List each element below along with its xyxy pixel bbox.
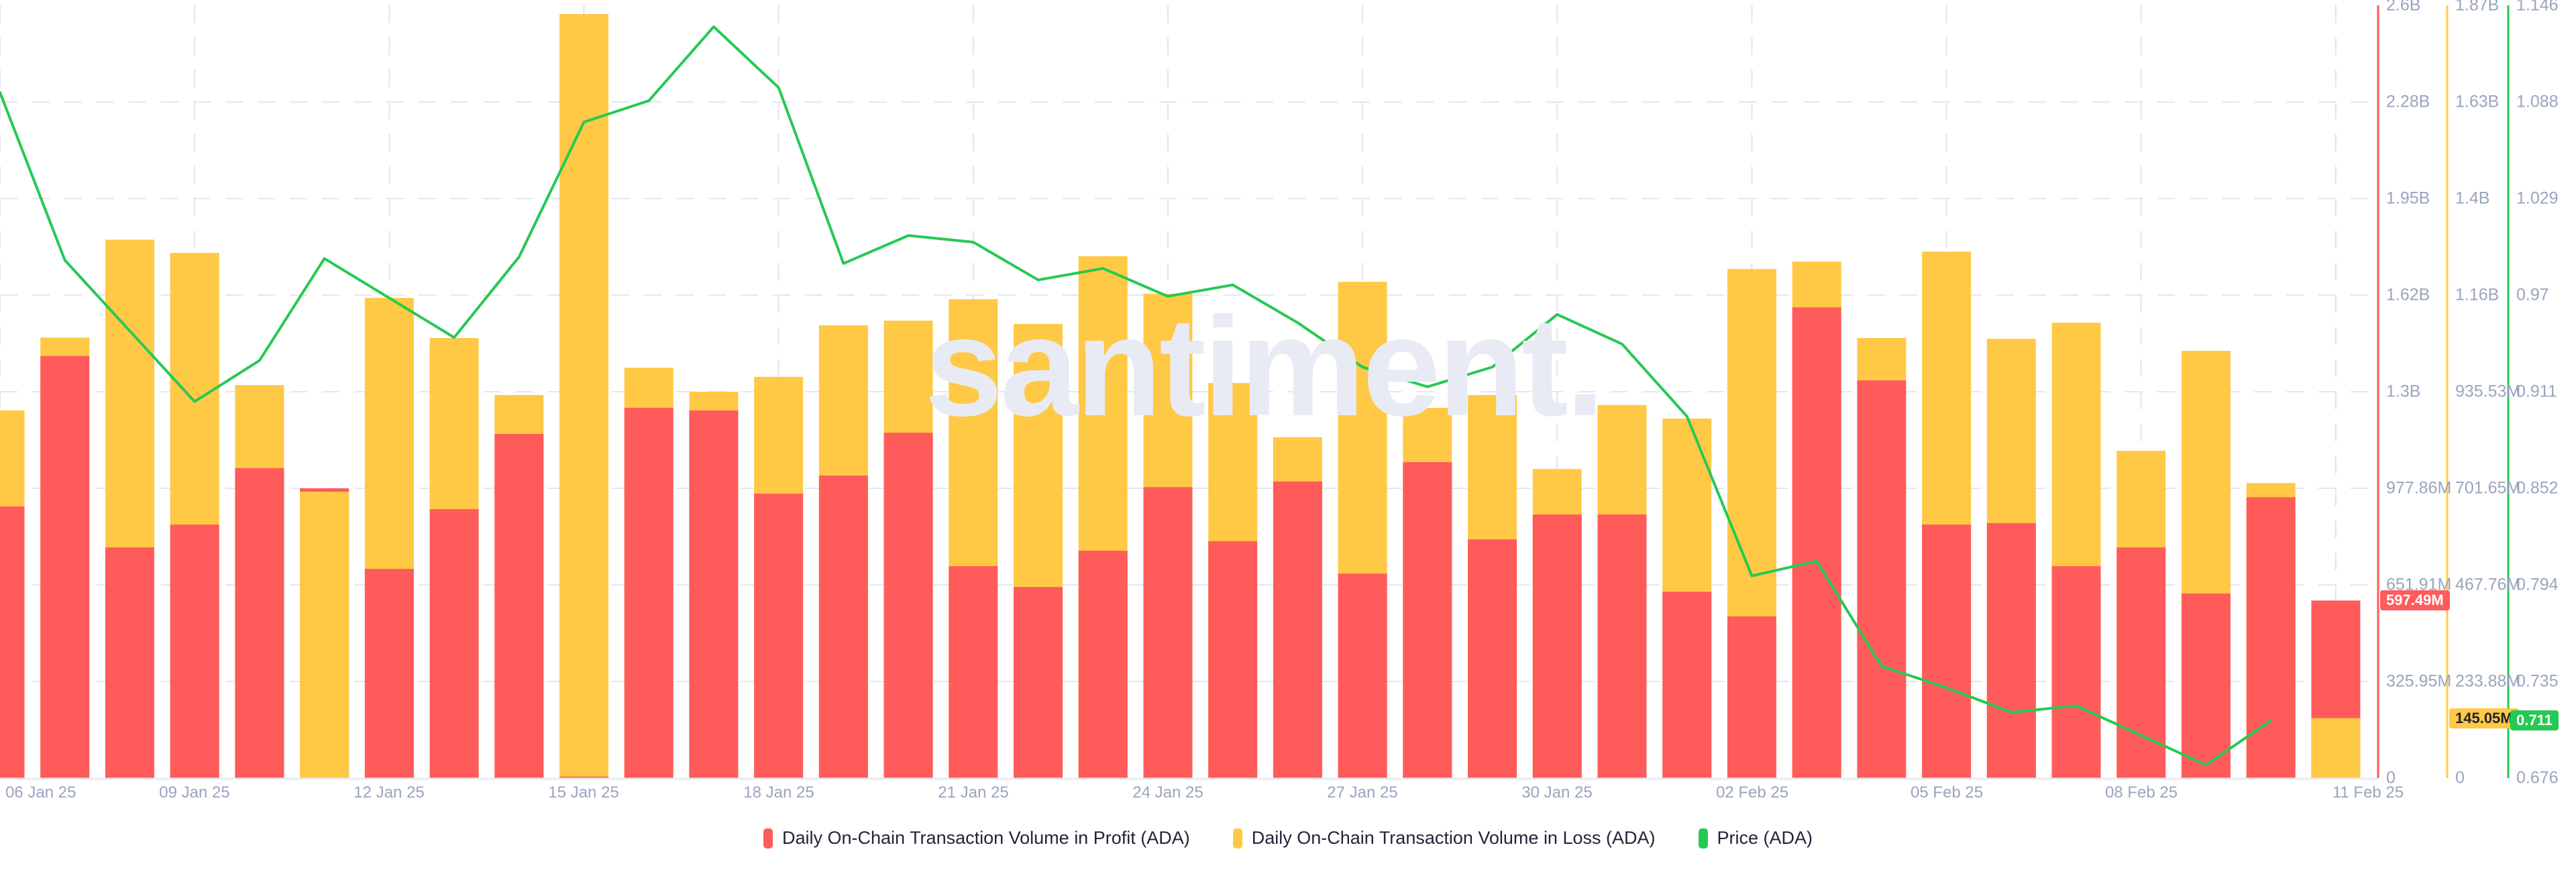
- bar-profit: [624, 407, 674, 778]
- x-tick-label: 30 Jan 25: [1521, 783, 1593, 802]
- profit-value-badge: 597.49M: [2380, 590, 2450, 611]
- legend-label-price: Price (ADA): [1717, 828, 1813, 848]
- bar-profit: [1078, 551, 1128, 778]
- bar-profit: [1338, 574, 1387, 778]
- x-tick-label: 18 Jan 25: [743, 783, 814, 802]
- y-tick-label: 0: [2386, 768, 2396, 787]
- bar-profit: [2181, 593, 2231, 778]
- bar-profit: [883, 433, 933, 778]
- bar-profit: [2246, 497, 2296, 778]
- bar-profit: [1792, 307, 1841, 779]
- legend-item-price[interactable]: Price (ADA): [1698, 828, 1813, 849]
- price-swatch-icon: [1698, 828, 1708, 849]
- loss-swatch-icon: [1232, 828, 1242, 849]
- bar-profit: [559, 776, 608, 778]
- y-tick-label: 467.76M: [2455, 575, 2521, 594]
- y-tick-label: 0: [2455, 768, 2465, 787]
- bar-profit: [949, 566, 998, 778]
- y-tick-label: 0.794: [2516, 575, 2559, 594]
- legend-item-profit[interactable]: Daily On-Chain Transaction Volume in Pro…: [763, 828, 1190, 849]
- y-tick-label: 2.6B: [2386, 0, 2421, 15]
- bar-profit: [105, 547, 154, 778]
- bar-profit: [1403, 462, 1452, 778]
- x-tick-label: 02 Feb 25: [1715, 783, 1789, 802]
- y-tick-label: 325.95M: [2386, 671, 2452, 691]
- x-tick-label: 08 Feb 25: [2104, 783, 2178, 802]
- y-tick-label: 1.146: [2516, 0, 2559, 15]
- price-line: [0, 25, 2273, 767]
- y-tick-label: 1.87B: [2455, 0, 2500, 15]
- y-tick-label: 1.95B: [2386, 188, 2430, 208]
- x-tick-label: 11 Feb 25: [2332, 783, 2404, 802]
- y-tick-label: 1.62B: [2386, 285, 2430, 305]
- profit-swatch-icon: [763, 828, 773, 849]
- legend: Daily On-Chain Transaction Volume in Pro…: [0, 828, 2576, 849]
- y-tick-label: 1.088: [2516, 92, 2559, 111]
- y-tick-label: 935.53M: [2455, 382, 2521, 401]
- bar-profit: [1857, 380, 1907, 778]
- y-tick-label: 0.852: [2516, 478, 2559, 498]
- x-tick-label: 15 Jan 25: [548, 783, 619, 802]
- y-tick-label: 1.4B: [2455, 188, 2490, 208]
- bar-profit: [1727, 616, 1776, 778]
- bar-profit: [40, 356, 90, 778]
- bar-profit: [429, 509, 479, 778]
- bar-loss: [2311, 718, 2361, 778]
- bar-profit: [1662, 592, 1712, 778]
- y-tick-label: 2.28B: [2386, 92, 2430, 111]
- bar-profit: [1597, 514, 1647, 778]
- y-tick-label: 0.911: [2516, 382, 2557, 401]
- x-tick-label: 06 Jan 25: [5, 783, 76, 802]
- legend-label-loss: Daily On-Chain Transaction Volume in Los…: [1251, 828, 1656, 848]
- bar-profit: [754, 493, 804, 778]
- price-value-badge: 0.711: [2510, 710, 2559, 731]
- bar-profit: [1014, 587, 1063, 778]
- bar-profit: [235, 468, 284, 778]
- x-tick-label: 27 Jan 25: [1327, 783, 1398, 802]
- y-tick-label: 0.676: [2516, 768, 2559, 787]
- y-tick-label: 233.88M: [2455, 671, 2521, 691]
- bar-loss: [300, 492, 350, 778]
- x-tick-label: 09 Jan 25: [159, 783, 230, 802]
- watermark: santiment.: [924, 288, 1605, 445]
- bar-profit: [2116, 547, 2166, 778]
- bar-profit: [1143, 487, 1193, 778]
- loss-value-badge: 145.05M: [2449, 708, 2519, 728]
- y-tick-label: 977.86M: [2386, 478, 2452, 498]
- bar-profit: [1208, 541, 1258, 778]
- y-tick-label: 1.63B: [2455, 92, 2500, 111]
- bar-profit: [1922, 525, 1972, 778]
- bar-profit: [364, 569, 414, 778]
- bar-profit: [1273, 481, 1322, 778]
- y-tick-label: 0.735: [2516, 671, 2559, 691]
- bar-profit: [494, 433, 544, 778]
- x-tick-label: 05 Feb 25: [1910, 783, 1984, 802]
- bar-profit: [689, 410, 739, 778]
- bar-loss: [559, 13, 608, 779]
- bar-profit: [1532, 514, 1582, 778]
- bar-profit: [818, 475, 868, 778]
- bar-profit: [170, 525, 219, 778]
- bar-profit: [2051, 566, 2101, 778]
- bar-profit: [1468, 539, 1517, 778]
- y-tick-label: 701.65M: [2455, 478, 2521, 498]
- bar-profit: [1986, 523, 2036, 778]
- y-tick-label: 0.97: [2516, 285, 2549, 305]
- y-tick-label: 1.3B: [2386, 382, 2421, 401]
- bar-profit: [0, 506, 25, 778]
- y-tick-label: 1.029: [2516, 188, 2559, 208]
- legend-item-loss[interactable]: Daily On-Chain Transaction Volume in Los…: [1232, 828, 1656, 849]
- x-tick-label: 21 Jan 25: [938, 783, 1009, 802]
- legend-label-profit: Daily On-Chain Transaction Volume in Pro…: [782, 828, 1190, 848]
- x-tick-label: 12 Jan 25: [354, 783, 425, 802]
- x-tick-label: 24 Jan 25: [1132, 783, 1203, 802]
- y-tick-label: 1.16B: [2455, 285, 2500, 305]
